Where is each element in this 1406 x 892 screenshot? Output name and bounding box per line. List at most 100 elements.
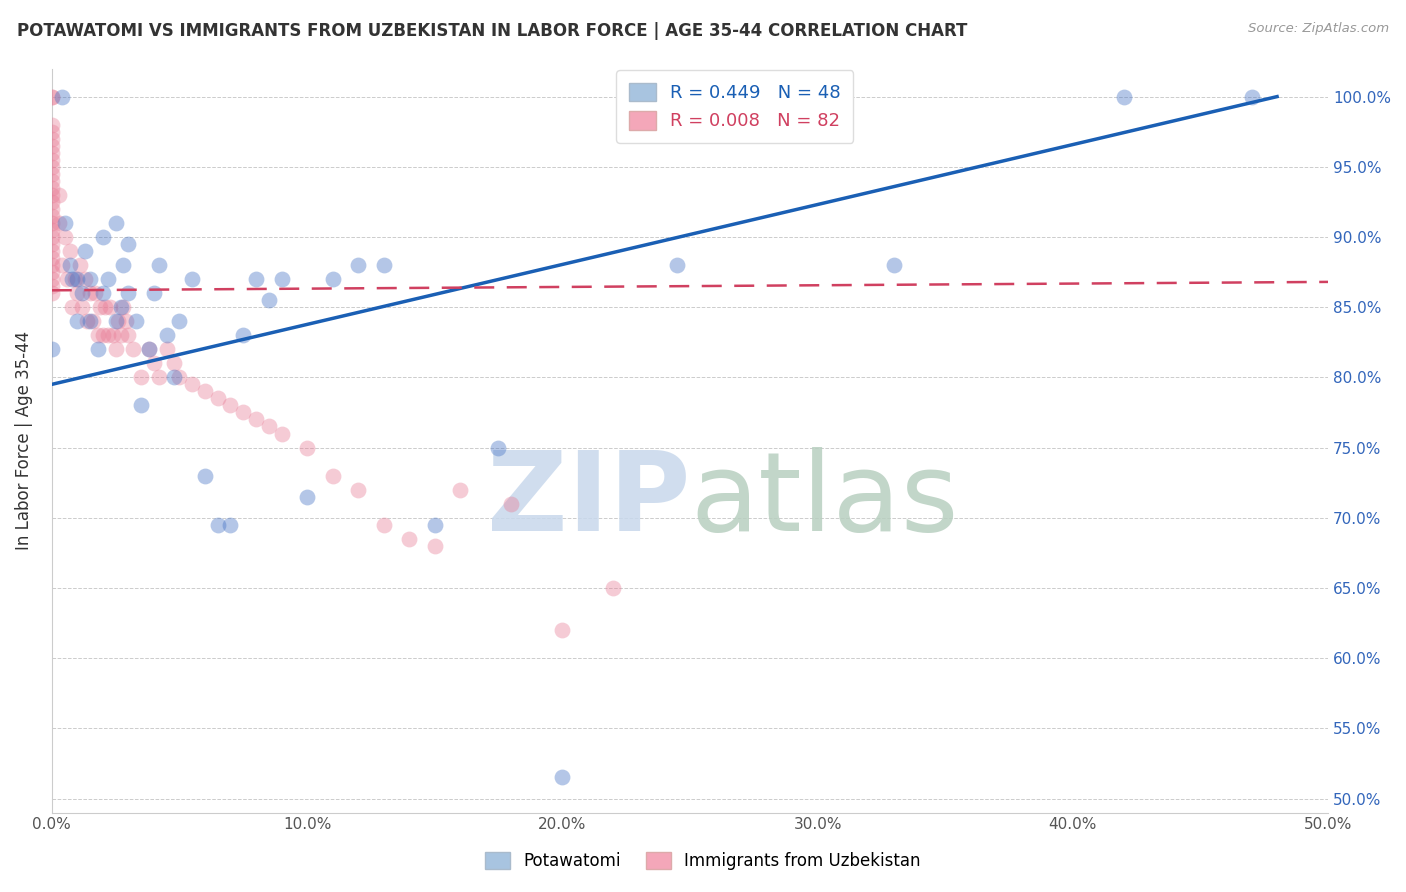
Text: Source: ZipAtlas.com: Source: ZipAtlas.com: [1249, 22, 1389, 36]
Point: [163, 370, 186, 384]
Text: POTAWATOMI VS IMMIGRANTS FROM UZBEKISTAN IN LABOR FORCE | AGE 35-44 CORRELATION : POTAWATOMI VS IMMIGRANTS FROM UZBEKISTAN…: [17, 22, 967, 40]
Point: [53, 230, 76, 244]
Point: [69, 258, 91, 272]
Point: [156, 328, 179, 343]
Point: [169, 314, 191, 328]
Point: [51, 89, 73, 103]
Point: [347, 483, 370, 497]
Point: [41, 286, 63, 301]
Point: [86, 343, 108, 357]
Point: [423, 539, 446, 553]
Point: [82, 314, 104, 328]
Point: [60, 272, 83, 286]
Point: [100, 300, 122, 314]
Point: [181, 377, 204, 392]
Point: [602, 581, 624, 595]
Point: [373, 258, 395, 272]
Point: [41, 265, 63, 279]
Point: [79, 314, 101, 328]
Point: [41, 89, 63, 103]
Point: [91, 230, 114, 244]
Point: [488, 441, 510, 455]
Point: [41, 223, 63, 237]
Point: [104, 216, 127, 230]
Point: [270, 426, 292, 441]
Point: [138, 343, 160, 357]
Point: [79, 286, 101, 301]
Point: [53, 216, 76, 230]
Point: [232, 405, 254, 419]
Point: [76, 314, 98, 328]
Point: [41, 209, 63, 223]
Point: [79, 272, 101, 286]
Point: [245, 272, 267, 286]
Point: [551, 623, 574, 637]
Point: [107, 314, 129, 328]
Point: [138, 343, 160, 357]
Point: [101, 328, 124, 343]
Point: [449, 483, 471, 497]
Point: [322, 272, 344, 286]
Point: [322, 468, 344, 483]
Point: [207, 392, 229, 406]
Text: atlas: atlas: [690, 447, 959, 554]
Point: [117, 328, 139, 343]
Point: [86, 328, 108, 343]
Point: [112, 258, 135, 272]
Point: [66, 272, 89, 286]
Legend: R = 0.449   N = 48, R = 0.008   N = 82: R = 0.449 N = 48, R = 0.008 N = 82: [616, 70, 853, 143]
Point: [219, 399, 242, 413]
Point: [56, 272, 79, 286]
Point: [1240, 89, 1263, 103]
Point: [59, 244, 82, 258]
Point: [104, 343, 127, 357]
Point: [48, 216, 70, 230]
Point: [232, 328, 254, 343]
Point: [245, 412, 267, 426]
Point: [551, 771, 574, 785]
Point: [41, 272, 63, 286]
Point: [41, 145, 63, 160]
Point: [169, 370, 191, 384]
Point: [89, 300, 111, 314]
Point: [257, 419, 280, 434]
Point: [41, 160, 63, 174]
Point: [73, 244, 96, 258]
Point: [94, 300, 117, 314]
Point: [219, 517, 242, 532]
Point: [41, 181, 63, 195]
Point: [501, 497, 523, 511]
Point: [142, 286, 165, 301]
Point: [104, 314, 127, 328]
Point: [73, 272, 96, 286]
Point: [48, 187, 70, 202]
Point: [117, 286, 139, 301]
Point: [41, 167, 63, 181]
Point: [41, 202, 63, 216]
Point: [883, 258, 905, 272]
Point: [66, 314, 89, 328]
Point: [41, 230, 63, 244]
Point: [295, 490, 318, 504]
Point: [112, 300, 135, 314]
Point: [41, 279, 63, 293]
Point: [270, 272, 292, 286]
Point: [163, 356, 186, 370]
Point: [295, 441, 318, 455]
Point: [41, 258, 63, 272]
Point: [41, 89, 63, 103]
Point: [41, 118, 63, 132]
Point: [41, 174, 63, 188]
Point: [257, 293, 280, 307]
Point: [41, 153, 63, 167]
Point: [84, 286, 107, 301]
Point: [194, 468, 217, 483]
Point: [41, 216, 63, 230]
Point: [373, 517, 395, 532]
Point: [129, 370, 152, 384]
Point: [60, 300, 83, 314]
Point: [110, 300, 132, 314]
Point: [41, 343, 63, 357]
Point: [41, 237, 63, 252]
Point: [72, 300, 94, 314]
